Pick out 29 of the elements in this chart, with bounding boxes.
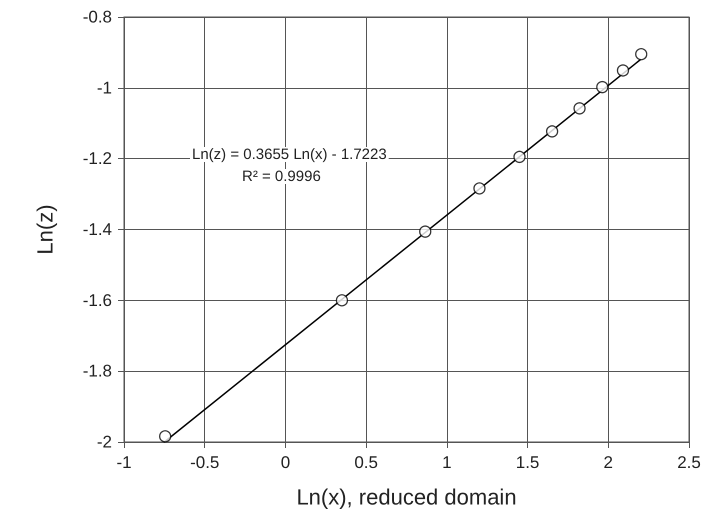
y-tick-label: -1 <box>96 78 112 98</box>
annotation: Ln(z) = 0.3655 Ln(x) - 1.7223 <box>192 146 387 163</box>
x-axis-title: Ln(x), reduced domain <box>296 484 517 510</box>
x-tick-label: 2.5 <box>677 453 701 472</box>
x-tick-label: 1.5 <box>516 453 540 472</box>
x-tick-label: 2 <box>604 453 614 472</box>
point <box>616 64 630 77</box>
x-tick-label: -0.5 <box>190 453 220 472</box>
point <box>596 80 608 94</box>
point <box>546 125 558 138</box>
point <box>336 294 348 306</box>
y-tick-label: -1.4 <box>82 220 112 239</box>
annotation: R² = 0.9996 <box>242 168 321 185</box>
y-tick-label: -1.2 <box>82 149 112 168</box>
y-axis-title: Ln(z) <box>32 204 58 255</box>
x-tick-label: 0 <box>280 453 290 472</box>
point <box>513 150 526 164</box>
point <box>635 48 648 60</box>
x-tick-label: -1 <box>116 453 132 472</box>
y-tick-label: -2 <box>96 432 112 452</box>
x-tick-label: 1 <box>442 453 452 472</box>
point <box>473 182 486 195</box>
y-tick-label: -1.6 <box>82 290 112 310</box>
point <box>573 102 586 115</box>
x-tick-label: 0.5 <box>354 453 378 472</box>
y-tick-label: -1.8 <box>82 362 112 381</box>
y-tick-label: -0.8 <box>82 8 112 26</box>
point <box>419 225 432 238</box>
point <box>159 430 172 442</box>
